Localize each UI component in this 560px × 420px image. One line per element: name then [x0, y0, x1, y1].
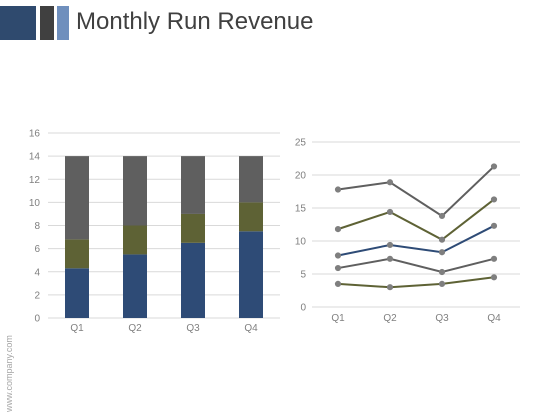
data-point — [334, 280, 342, 287]
data-point — [490, 163, 498, 170]
data-point — [438, 212, 446, 220]
line-y-tick-label: 20 — [295, 171, 307, 182]
bar-segment — [181, 156, 205, 214]
line-chart: 0 5 10 15 20 25 Q1 Q2 Q3 Q4 — [295, 138, 520, 324]
data-point — [386, 179, 394, 186]
bar-y-tick-label: 4 — [34, 267, 40, 278]
line-x-tick-label: Q3 — [435, 313, 449, 324]
line-y-tick-label: 15 — [295, 204, 307, 215]
stacked-bar-chart: 0 2 4 6 8 10 12 14 16 Q1 Q2 Q3 Q4 — [29, 129, 280, 334]
line-x-tick-label: Q1 — [331, 313, 345, 324]
data-point — [490, 274, 498, 281]
header-bar-dark-blue — [0, 6, 36, 40]
bar-y-tick-label: 2 — [34, 290, 40, 301]
data-point — [386, 208, 394, 216]
line-y-tick-label: 0 — [300, 303, 306, 314]
bar-y-tick-label: 14 — [29, 152, 41, 163]
bar-segment — [65, 156, 89, 240]
line-x-tick-label: Q4 — [487, 313, 501, 324]
bar-x-tick-label: Q2 — [128, 323, 142, 334]
bar-segment — [65, 268, 89, 318]
bar-y-tick-label: 8 — [34, 221, 40, 232]
data-point — [334, 264, 342, 272]
bar-y-tick-label: 6 — [34, 244, 40, 255]
bar-segment — [181, 242, 205, 318]
bar-y-tick-label: 10 — [29, 198, 41, 209]
bar-segment — [123, 254, 147, 318]
line-y-tick-label: 5 — [300, 270, 306, 281]
data-point — [490, 255, 498, 262]
company-url: www.company.com — [4, 335, 14, 412]
bar-x-tick-label: Q3 — [186, 323, 200, 334]
page-title: Monthly Run Revenue — [76, 8, 314, 35]
data-point — [490, 222, 498, 229]
bar-segment — [123, 225, 147, 255]
series-line — [337, 198, 495, 241]
line-y-tick-label: 10 — [295, 237, 307, 248]
data-point — [490, 196, 498, 203]
header-bar-light-blue — [57, 6, 69, 40]
header-bar-charcoal — [40, 6, 54, 40]
data-point — [334, 226, 342, 233]
data-point — [386, 255, 394, 262]
bar-x-tick-label: Q4 — [244, 323, 258, 334]
data-point — [386, 241, 394, 249]
bar-y-tick-label: 12 — [29, 175, 41, 186]
series-line — [337, 276, 495, 289]
data-point — [438, 249, 446, 256]
bar-x-tick-label: Q1 — [70, 323, 84, 334]
bar-segment — [181, 213, 205, 243]
series-line — [337, 165, 495, 218]
line-x-tick-label: Q2 — [383, 313, 397, 324]
data-point — [386, 284, 394, 291]
data-point — [334, 186, 342, 193]
bar-segment — [65, 239, 89, 269]
data-point — [438, 280, 446, 287]
series-line — [337, 257, 495, 274]
data-point — [438, 236, 446, 243]
bar-segment — [239, 231, 263, 318]
bar-segment — [123, 156, 147, 226]
bar-segment — [239, 202, 263, 232]
data-point — [438, 268, 446, 276]
series-line — [337, 224, 495, 257]
bar-segment — [239, 156, 263, 203]
bar-y-tick-label: 16 — [29, 129, 41, 140]
line-y-tick-label: 25 — [295, 138, 307, 149]
data-point — [334, 252, 342, 259]
bar-y-tick-label: 0 — [34, 314, 40, 325]
